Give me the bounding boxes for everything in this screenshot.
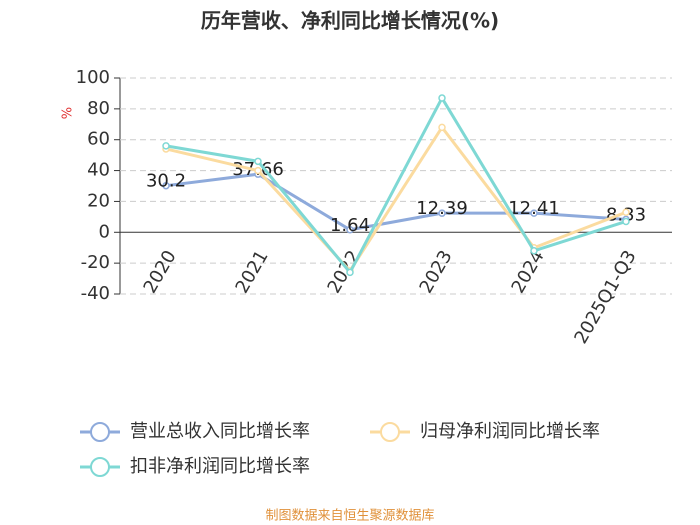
y-tick-label: 20 (87, 190, 110, 211)
legend-label: 归母净利润同比增长率 (420, 421, 600, 442)
data-point (438, 209, 446, 217)
data-point (162, 181, 170, 190)
data-point (438, 123, 446, 132)
data-point (254, 166, 262, 175)
x-tick-label: 2021 (232, 247, 273, 297)
legend-label: 营业总收入同比增长率 (130, 421, 310, 442)
x-tick-label: 2020 (140, 247, 181, 297)
data-point (438, 94, 446, 102)
legend-marker (90, 422, 110, 442)
source-note: 制图数据来自恒生聚源数据库 (265, 508, 434, 524)
data-label: 30.2 (146, 171, 186, 192)
x-tick-label: 2024 (508, 247, 549, 297)
data-point (530, 247, 538, 255)
legend-label: 扣非净利润同比增长率 (130, 456, 310, 477)
data-point (530, 209, 538, 217)
y-tick-label: 40 (87, 160, 110, 181)
x-tick-label: 2023 (416, 247, 457, 297)
x-tick-label: 2025Q1-Q3 (570, 247, 640, 348)
chart-title: 历年营收、净利同比增长情况(%) (201, 9, 499, 33)
y-tick-label: 60 (87, 129, 110, 150)
legend-marker (380, 422, 400, 442)
y-tick-label: -40 (81, 283, 110, 304)
data-point (346, 226, 354, 234)
series-line (165, 95, 627, 276)
series-line (165, 172, 627, 232)
y-tick-label: 100 (76, 67, 110, 88)
y-tick-label: -20 (81, 252, 110, 273)
data-label: 12.39 (416, 198, 468, 219)
data-point (622, 217, 630, 226)
data-point (622, 208, 630, 216)
data-point (254, 157, 262, 166)
legend-marker (90, 457, 110, 477)
y-tick-label: 80 (87, 98, 110, 119)
series-line (165, 124, 627, 274)
data-label: 1.64 (330, 215, 370, 236)
y-tick-label: 0 (99, 221, 110, 242)
y-unit: % (61, 107, 76, 119)
data-point (346, 268, 354, 277)
data-point (162, 142, 170, 150)
data-label: 12.41 (508, 198, 560, 219)
